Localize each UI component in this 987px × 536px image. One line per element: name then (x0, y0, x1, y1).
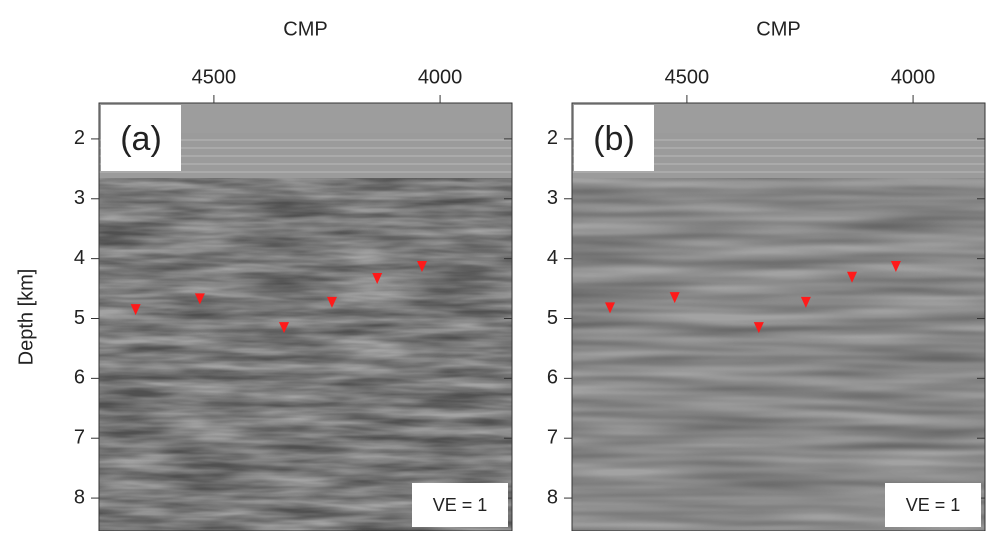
annotation-box (885, 483, 981, 527)
y-tick-label: 7 (74, 426, 85, 448)
marker (130, 304, 141, 316)
y-tick-label: 6 (74, 367, 85, 389)
annotation-box (412, 483, 508, 527)
marker (326, 296, 337, 308)
y-tick-label: 4 (547, 247, 558, 269)
y-tick-label: 3 (74, 187, 85, 209)
marker (669, 292, 680, 304)
marker (372, 272, 383, 284)
x-tick-label: 4500 (665, 66, 710, 88)
x-axis-label: CMP (283, 18, 327, 40)
annotation: VE = 1 (906, 495, 961, 515)
x-axis-label: CMP (756, 18, 800, 40)
y-tick-label: 5 (547, 307, 558, 329)
marker (416, 261, 427, 273)
marker (279, 322, 290, 334)
marker (847, 271, 858, 283)
y-tick-label: 8 (74, 486, 85, 508)
y-tick-label: 3 (547, 187, 558, 209)
x-tick-label: 4000 (418, 66, 463, 88)
marker (890, 261, 901, 273)
y-tick-label: 2 (547, 127, 558, 149)
y-tick-label: 6 (547, 367, 558, 389)
y-tick-label: 7 (547, 426, 558, 448)
panel-label: (a) (120, 120, 162, 158)
y-axis-label: Depth [km] (15, 269, 37, 366)
seismic-image-b (572, 103, 985, 531)
y-tick-label: 8 (547, 486, 558, 508)
annotation: VE = 1 (433, 495, 488, 515)
marker (194, 293, 205, 305)
marker (753, 322, 764, 334)
x-tick-label: 4000 (891, 66, 936, 88)
panel-label: (b) (593, 120, 635, 158)
y-tick-label: 5 (74, 307, 85, 329)
marker (800, 296, 811, 308)
panel-label-box (101, 105, 181, 171)
panel-label-box (574, 105, 654, 171)
seismic-image-a (99, 103, 512, 531)
y-tick-label: 4 (74, 247, 85, 269)
y-tick-label: 2 (74, 127, 85, 149)
marker (604, 302, 615, 314)
x-tick-label: 4500 (192, 66, 237, 88)
